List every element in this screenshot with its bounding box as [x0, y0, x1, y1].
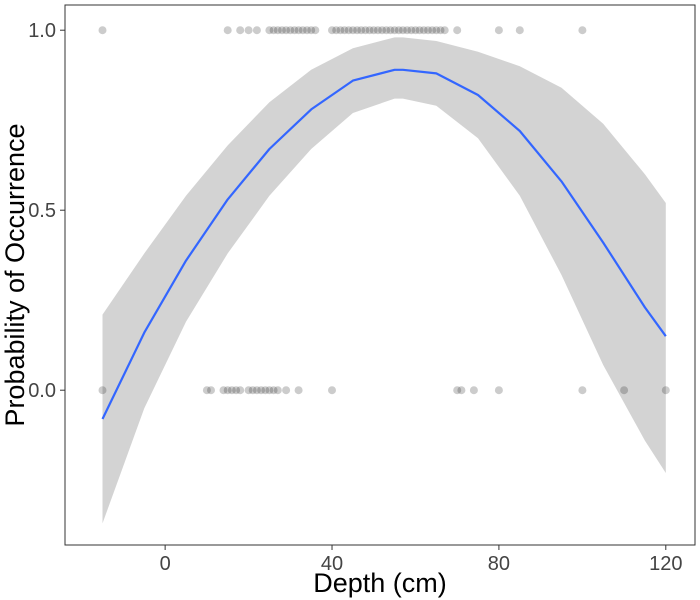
- data-point: [282, 26, 291, 35]
- data-point: [273, 386, 282, 395]
- data-point: [361, 26, 370, 35]
- data-point: [340, 26, 349, 35]
- data-point: [394, 26, 403, 35]
- data-point: [369, 26, 378, 35]
- y-tick-label: 1.0: [28, 20, 56, 42]
- data-point: [278, 26, 286, 35]
- x-tick-label: 0: [160, 553, 171, 575]
- data-point: [620, 386, 629, 395]
- data-point: [294, 26, 303, 35]
- data-point: [252, 386, 261, 395]
- data-point: [365, 26, 374, 35]
- data-point: [202, 386, 211, 395]
- data-point: [219, 386, 228, 395]
- data-point: [424, 26, 432, 35]
- data-point: [307, 26, 316, 35]
- data-point: [494, 386, 503, 395]
- data-point: [207, 386, 215, 395]
- data-point: [223, 386, 232, 395]
- data-point: [311, 26, 320, 35]
- y-axis-title: Probability of Occurrence: [0, 123, 30, 426]
- x-tick-label: 40: [321, 553, 343, 575]
- data-point: [236, 386, 245, 395]
- data-point: [223, 26, 232, 35]
- data-point: [298, 26, 307, 35]
- data-point: [386, 26, 395, 35]
- confidence-band-layer: [102, 37, 666, 524]
- data-point: [328, 386, 336, 395]
- data-point: [403, 26, 412, 35]
- data-point: [407, 26, 416, 35]
- data-point: [578, 386, 587, 395]
- data-point: [303, 26, 311, 35]
- y-tick-label: 0.0: [28, 380, 56, 402]
- data-point: [227, 386, 236, 395]
- data-point: [98, 386, 107, 395]
- fit-line: [101, 68, 667, 420]
- data-point: [382, 26, 391, 35]
- data-point: [440, 26, 449, 35]
- points-layer: [98, 26, 670, 395]
- data-point: [436, 26, 445, 35]
- data-point: [373, 26, 382, 35]
- data-point: [453, 26, 462, 35]
- data-point: [344, 26, 353, 35]
- data-point: [336, 26, 345, 35]
- data-point: [269, 26, 278, 35]
- data-point: [265, 26, 274, 35]
- x-axis-title: Depth (cm): [313, 568, 447, 598]
- data-point: [411, 26, 420, 35]
- data-point: [232, 386, 241, 395]
- data-point: [265, 386, 274, 395]
- data-point: [282, 386, 291, 395]
- data-point: [244, 386, 253, 395]
- data-point: [348, 26, 357, 35]
- data-point: [415, 26, 424, 35]
- data-point: [269, 386, 278, 395]
- data-point: [515, 26, 524, 35]
- data-point: [273, 26, 282, 35]
- data-point: [261, 386, 270, 395]
- data-point: [453, 386, 462, 395]
- data-point: [294, 386, 303, 395]
- data-point: [248, 386, 257, 395]
- x-tick-label: 120: [649, 553, 682, 575]
- data-point: [257, 386, 266, 395]
- data-point: [457, 386, 466, 395]
- data-point: [432, 26, 441, 35]
- data-point: [328, 26, 336, 35]
- data-point: [332, 26, 341, 35]
- axis-layer: 0 40 80 120 0.0 0.5 1.0: [28, 20, 682, 575]
- fit-line-layer: [101, 68, 667, 420]
- data-point: [357, 26, 366, 35]
- data-point: [494, 26, 503, 35]
- data-point: [98, 26, 107, 35]
- data-point: [353, 26, 362, 35]
- data-point: [428, 26, 437, 35]
- data-point: [390, 26, 399, 35]
- confidence-band: [102, 37, 666, 524]
- plot-frame: [64, 4, 696, 546]
- data-point: [398, 26, 407, 35]
- data-point: [290, 26, 299, 35]
- data-point: [419, 26, 428, 35]
- data-point: [236, 26, 245, 35]
- x-tick-label: 80: [488, 553, 510, 575]
- y-tick-label: 0.5: [28, 200, 56, 222]
- data-point: [578, 26, 587, 35]
- data-point: [286, 26, 295, 35]
- data-point: [661, 386, 670, 395]
- data-point: [252, 26, 261, 35]
- data-point: [244, 26, 253, 35]
- data-point: [469, 386, 478, 395]
- data-point: [378, 26, 387, 35]
